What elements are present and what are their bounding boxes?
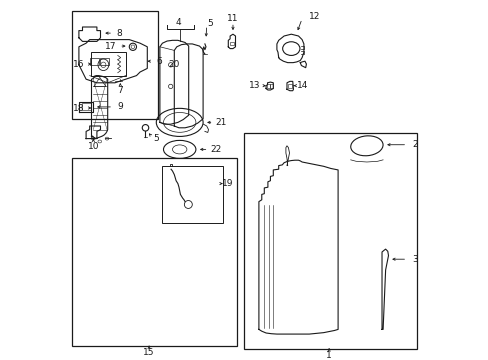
- Text: 11: 11: [227, 14, 238, 23]
- Text: 5: 5: [207, 19, 213, 28]
- Bar: [72, 158, 237, 346]
- Text: 18: 18: [73, 104, 84, 112]
- Text: 1: 1: [325, 351, 331, 360]
- Bar: [230, 42, 234, 45]
- Text: 19: 19: [222, 179, 233, 188]
- Bar: [101, 58, 109, 65]
- Text: 10: 10: [87, 141, 99, 150]
- Text: 13: 13: [249, 81, 260, 90]
- Text: 7: 7: [117, 86, 123, 95]
- Bar: [82, 103, 91, 110]
- Text: 2: 2: [411, 140, 417, 149]
- Text: 22: 22: [210, 145, 221, 154]
- Text: 8: 8: [117, 29, 122, 37]
- Bar: [91, 52, 125, 76]
- Bar: [266, 84, 270, 88]
- Text: 5: 5: [153, 134, 159, 143]
- Text: 6: 6: [156, 57, 162, 66]
- Bar: [72, 11, 158, 119]
- Text: 21: 21: [215, 118, 226, 127]
- Text: 4: 4: [175, 18, 181, 27]
- Bar: [270, 84, 272, 88]
- Bar: [89, 58, 99, 65]
- Text: 3: 3: [411, 255, 417, 264]
- Text: 14: 14: [296, 81, 307, 90]
- Text: 20: 20: [168, 60, 179, 69]
- Text: 17: 17: [105, 41, 117, 50]
- Bar: [244, 133, 416, 349]
- Text: 15: 15: [143, 348, 155, 357]
- Text: 9: 9: [118, 102, 123, 112]
- Text: 12: 12: [308, 12, 320, 21]
- Bar: [287, 84, 291, 88]
- Bar: [162, 166, 223, 223]
- Text: 16: 16: [73, 60, 84, 69]
